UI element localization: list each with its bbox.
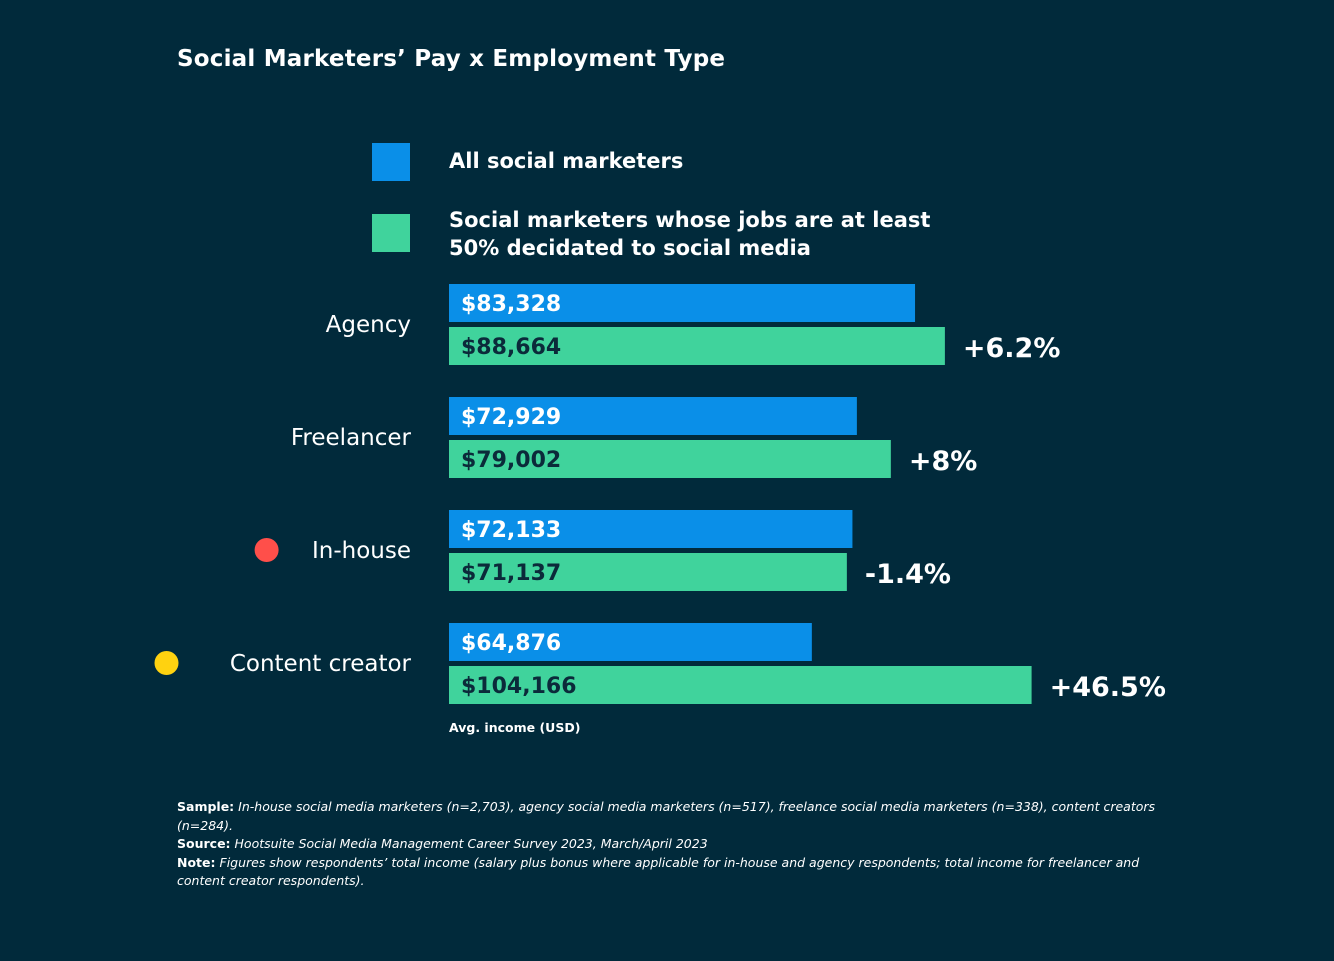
bar-all-freelancer bbox=[449, 397, 857, 435]
value-label-dedicated-in-house: $71,137 bbox=[461, 561, 561, 586]
value-label-all-content-creator: $64,876 bbox=[461, 631, 561, 656]
legend-swatch-all bbox=[372, 143, 410, 181]
note-label: Note: bbox=[177, 854, 216, 870]
change-label-freelancer: +8% bbox=[909, 446, 977, 477]
source-label: Source: bbox=[177, 836, 231, 851]
sample-label: Sample: bbox=[177, 799, 235, 814]
change-label-agency: +6.2% bbox=[963, 333, 1061, 364]
source-text: Hootsuite Social Media Management Career… bbox=[234, 836, 708, 851]
legend-label-dedicated-line-1: Social marketers whose jobs are at least bbox=[449, 208, 931, 232]
legend-label-dedicated-line-2: 50% decidated to social media bbox=[449, 236, 811, 260]
category-label-content-creator: Content creator bbox=[230, 651, 412, 677]
value-label-all-freelancer: $72,929 bbox=[461, 405, 561, 430]
legend-label-all: All social marketers bbox=[449, 149, 684, 173]
bar-dedicated-content-creator bbox=[449, 666, 1032, 704]
legend-swatch-dedicated bbox=[372, 214, 410, 252]
value-label-dedicated-content-creator: $104,166 bbox=[461, 674, 577, 699]
yellow-dot-icon bbox=[154, 651, 179, 675]
value-label-dedicated-freelancer: $79,002 bbox=[461, 448, 561, 473]
source-note: Source: Hootsuite Social Media Managemen… bbox=[177, 835, 1167, 854]
footnotes: Sample: In-house social media marketers … bbox=[177, 798, 1167, 891]
value-label-dedicated-agency: $88,664 bbox=[461, 335, 561, 360]
x-axis-label: Avg. income (USD) bbox=[449, 720, 580, 735]
bar-dedicated-in-house bbox=[449, 553, 847, 591]
category-label-in-house: In-house bbox=[312, 538, 411, 564]
bar-all-agency bbox=[449, 284, 916, 322]
sample-note: Sample: In-house social media marketers … bbox=[177, 798, 1167, 835]
bar-dedicated-agency bbox=[449, 327, 945, 365]
change-label-in-house: -1.4% bbox=[865, 559, 951, 590]
value-label-all-in-house: $72,133 bbox=[461, 518, 561, 543]
sample-text: In-house social media marketers (n=2,703… bbox=[177, 799, 1156, 833]
note-note: Note: Figures show respondents’ total in… bbox=[177, 854, 1167, 891]
bar-dedicated-freelancer bbox=[449, 440, 891, 478]
category-label-freelancer: Freelancer bbox=[291, 425, 412, 451]
value-label-all-agency: $83,328 bbox=[461, 292, 561, 317]
red-dot-icon bbox=[254, 538, 279, 562]
chart-title: Social Marketers’ Pay x Employment Type bbox=[177, 46, 726, 72]
category-label-agency: Agency bbox=[326, 312, 411, 338]
bar-all-content-creator bbox=[449, 623, 812, 661]
bar-all-in-house bbox=[449, 510, 853, 548]
note-text: Figures show respondents’ total income (… bbox=[177, 854, 1140, 889]
change-label-content-creator: +46.5% bbox=[1050, 672, 1166, 703]
legend-label-dedicated: Social marketers whose jobs are at least… bbox=[449, 206, 930, 262]
